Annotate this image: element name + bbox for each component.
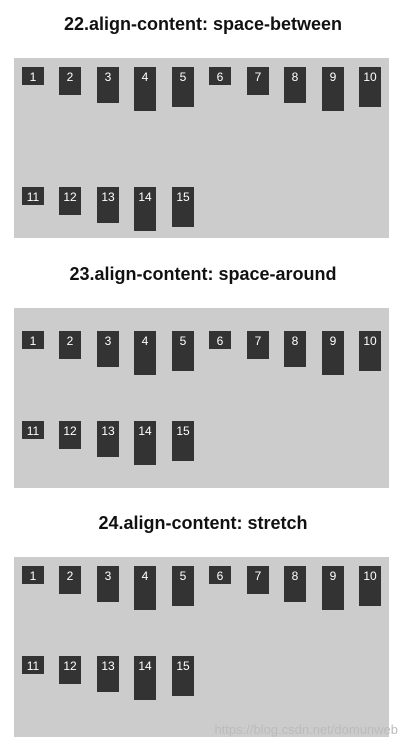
flex-item-9: 9 xyxy=(322,67,344,111)
flex-item-7: 7 xyxy=(247,67,269,95)
flex-item-11: 11 xyxy=(22,421,44,439)
section-title: 22.align-content: space-between xyxy=(63,14,343,34)
flex-container-space-between: 1 2 3 4 5 6 7 8 9 10 11 12 13 14 15 xyxy=(14,58,389,238)
section-title: 24.align-content: stretch xyxy=(98,513,308,533)
flex-item-13: 13 xyxy=(97,187,119,223)
flex-item-6: 6 xyxy=(209,566,231,584)
flex-item-12: 12 xyxy=(59,421,81,449)
flex-item-2: 2 xyxy=(59,331,81,359)
flex-item-8: 8 xyxy=(284,331,306,367)
flex-item-2: 2 xyxy=(59,67,81,95)
flex-item-3: 3 xyxy=(97,67,119,103)
flex-item-10: 10 xyxy=(359,67,381,107)
flex-item-5: 5 xyxy=(172,67,194,107)
flex-item-4: 4 xyxy=(134,67,156,111)
watermark: https://blog.csdn.net/domunweb xyxy=(214,722,398,737)
flex-item-3: 3 xyxy=(97,331,119,367)
flex-item-14: 14 xyxy=(134,421,156,465)
flex-item-14: 14 xyxy=(134,187,156,231)
flex-item-7: 7 xyxy=(247,566,269,594)
flex-item-7: 7 xyxy=(247,331,269,359)
flex-item-14: 14 xyxy=(134,656,156,700)
flex-item-11: 11 xyxy=(22,656,44,674)
flex-item-10: 10 xyxy=(359,331,381,371)
flex-item-6: 6 xyxy=(209,331,231,349)
flex-item-3: 3 xyxy=(97,566,119,602)
flex-item-4: 4 xyxy=(134,331,156,375)
flex-item-15: 15 xyxy=(172,421,194,461)
flex-item-1: 1 xyxy=(22,566,44,584)
flex-item-13: 13 xyxy=(97,421,119,457)
flex-item-2: 2 xyxy=(59,566,81,594)
flex-item-5: 5 xyxy=(172,566,194,606)
flex-item-5: 5 xyxy=(172,331,194,371)
flex-container-space-around: 1 2 3 4 5 6 7 8 9 10 11 12 13 14 15 xyxy=(14,308,389,488)
flex-item-4: 4 xyxy=(134,566,156,610)
flex-item-9: 9 xyxy=(322,331,344,375)
flex-item-10: 10 xyxy=(359,566,381,606)
flex-item-15: 15 xyxy=(172,187,194,227)
flex-item-15: 15 xyxy=(172,656,194,696)
flex-item-11: 11 xyxy=(22,187,44,205)
flex-item-12: 12 xyxy=(59,187,81,215)
section-title: 23.align-content: space-around xyxy=(69,264,337,284)
flex-item-1: 1 xyxy=(22,67,44,85)
flex-item-9: 9 xyxy=(322,566,344,610)
flex-item-8: 8 xyxy=(284,67,306,103)
flex-item-8: 8 xyxy=(284,566,306,602)
flex-item-1: 1 xyxy=(22,331,44,349)
flex-item-6: 6 xyxy=(209,67,231,85)
flex-item-12: 12 xyxy=(59,656,81,684)
flex-item-13: 13 xyxy=(97,656,119,692)
flex-container-stretch: 1 2 3 4 5 6 7 8 9 10 11 12 13 14 15 xyxy=(14,557,389,737)
